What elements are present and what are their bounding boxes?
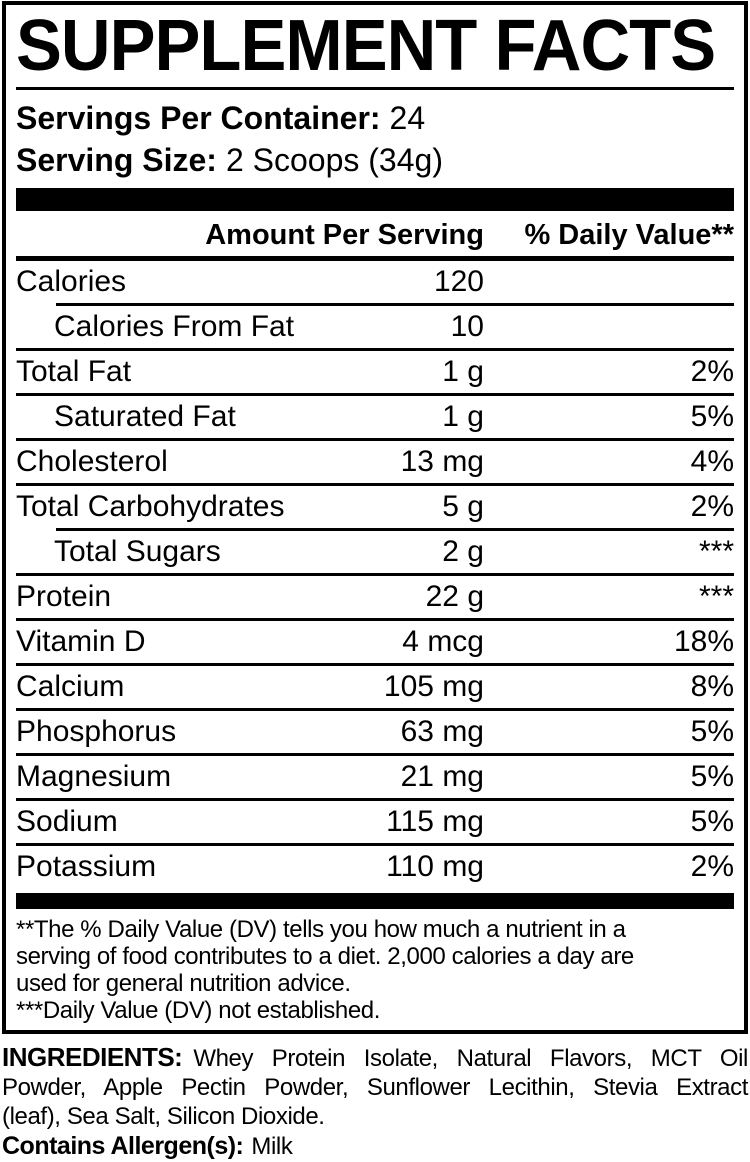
nutrient-label: Total Fat <box>16 355 132 388</box>
nutrient-dv: 5% <box>690 400 734 433</box>
table-header-row: Amount Per Serving % Daily Value** <box>16 211 734 261</box>
ingredients-text: Whey Protein Isolate, Natural Flavors, M… <box>193 1045 748 1072</box>
row-separator <box>16 438 734 441</box>
table-row: Total Fat 1 g 2% <box>16 351 734 393</box>
nutrient-label: Protein <box>16 580 112 613</box>
footnote-line: serving of food contributes to a diet. 2… <box>16 943 634 970</box>
row-separator <box>16 393 734 396</box>
table-row: Phosphorus 63 mg 5% <box>16 711 734 753</box>
table-row: Saturated Fat 1 g 5% <box>16 396 734 438</box>
table-row: Total Sugars 2 g *** <box>16 531 734 573</box>
nutrient-dv: 2% <box>690 490 734 523</box>
nutrient-label: Total Carbohydrates <box>16 490 285 523</box>
panel-title: SUPPLEMENT FACTS <box>16 6 716 86</box>
serving-size-label: Serving Size: <box>16 142 217 178</box>
nutrient-dv: 5% <box>690 760 734 793</box>
servings-per-container-label: Servings Per Container: <box>16 100 381 136</box>
allergen-statement: Contains Allergen(s): Milk <box>2 1131 748 1162</box>
table-row: Protein 22 g *** <box>16 576 734 618</box>
nutrient-label: Calories <box>16 265 127 298</box>
separator-bar-bottom <box>16 893 734 909</box>
row-separator <box>16 708 734 711</box>
nutrient-amount: 13 mg <box>400 445 484 478</box>
row-separator <box>16 348 734 351</box>
table-row: Vitamin D 4 mcg 18% <box>16 621 734 663</box>
nutrient-label: Calories From Fat <box>54 310 295 343</box>
nutrient-amount: 2 g <box>442 535 484 568</box>
row-separator <box>56 303 734 306</box>
nutrient-label: Magnesium <box>16 760 172 793</box>
nutrient-label: Saturated Fat <box>54 400 236 433</box>
nutrient-amount: 63 mg <box>400 715 484 748</box>
separator-bar-top <box>16 188 734 211</box>
serving-size: Serving Size: 2 Scoops (34g) <box>16 139 734 181</box>
servings-per-container-value: 24 <box>389 100 426 136</box>
table-row: Calcium 105 mg 8% <box>16 666 734 708</box>
nutrient-label: Calcium <box>16 670 125 703</box>
nutrient-amount: 22 g <box>425 580 484 613</box>
footnote-line: used for general nutrition advice. <box>16 970 351 997</box>
nutrient-amount: 115 mg <box>386 805 484 838</box>
nutrient-amount: 10 <box>450 310 484 343</box>
nutrient-amount: 1 g <box>442 400 484 433</box>
table-row: Cholesterol 13 mg 4% <box>16 441 734 483</box>
daily-value-header: % Daily Value** <box>524 219 734 251</box>
footnote-line: **The % Daily Value (DV) tells you how m… <box>16 916 626 943</box>
nutrient-dv: 4% <box>690 445 734 478</box>
ingredients-line: INGREDIENTS: Whey Protein Isolate, Natura… <box>2 1043 748 1073</box>
nutrient-dv: *** <box>698 535 734 568</box>
servings-per-container: Servings Per Container: 24 <box>16 97 734 139</box>
nutrient-dv: *** <box>698 580 734 613</box>
nutrient-label: Phosphorus <box>16 715 177 748</box>
nutrient-dv: 2% <box>690 355 734 388</box>
table-row: Magnesium 21 mg 5% <box>16 756 734 798</box>
nutrient-label: Sodium <box>16 805 118 838</box>
row-separator <box>16 753 734 756</box>
nutrient-amount: 1 g <box>442 355 484 388</box>
table-row: Calories From Fat 10 <box>16 306 734 348</box>
footnote-line: ***Daily Value (DV) not established. <box>16 997 381 1024</box>
nutrient-label: Vitamin D <box>16 625 146 658</box>
table-row: Potassium 110 mg 2% <box>16 846 734 888</box>
row-separator <box>16 798 734 801</box>
allergen-value: Milk <box>251 1133 293 1160</box>
nutrient-amount: 21 mg <box>400 760 484 793</box>
table-row: Calories 120 <box>16 261 734 303</box>
row-separator <box>16 663 734 666</box>
table-row: Sodium 115 mg 5% <box>16 801 734 843</box>
nutrient-amount: 105 mg <box>383 670 484 703</box>
ingredients-line: (leaf), Sea Salt, Silicon Dioxide. <box>2 1103 325 1130</box>
title-rule <box>16 87 734 90</box>
row-separator <box>16 573 734 576</box>
supplement-facts-panel: SUPPLEMENT FACTS Servings Per Container:… <box>2 1 748 1034</box>
ingredients-section: INGREDIENTS: Whey Protein Isolate, Natura… <box>2 1043 748 1162</box>
allergen-label: Contains Allergen(s): <box>2 1132 244 1160</box>
ingredients-line: Powder, Apple Pectin Powder, Sunflower L… <box>2 1074 748 1101</box>
daily-value-footnote: **The % Daily Value (DV) tells you how m… <box>16 916 734 1024</box>
nutrient-label: Total Sugars <box>54 535 221 568</box>
nutrient-dv: 5% <box>690 805 734 838</box>
nutrient-rows: Calories 120 Calories From Fat 10 Total … <box>16 261 734 888</box>
row-separator <box>56 528 734 531</box>
nutrient-amount: 120 <box>433 265 484 298</box>
nutrient-dv: 2% <box>690 850 734 883</box>
nutrient-dv: 8% <box>690 670 734 703</box>
nutrient-label: Potassium <box>16 850 157 883</box>
row-separator <box>16 843 734 846</box>
serving-size-value: 2 Scoops (34g) <box>225 142 443 178</box>
nutrient-label: Cholesterol <box>16 445 168 478</box>
ingredients-label: INGREDIENTS: <box>2 1042 183 1072</box>
nutrient-amount: 5 g <box>442 490 484 523</box>
table-row: Total Carbohydrates 5 g 2% <box>16 486 734 528</box>
row-separator <box>16 618 734 621</box>
nutrient-amount: 4 mcg <box>402 625 484 658</box>
nutrient-dv: 18% <box>673 625 734 658</box>
amount-per-serving-header: Amount Per Serving <box>205 219 484 251</box>
row-separator <box>16 483 734 486</box>
nutrient-amount: 110 mg <box>386 850 484 883</box>
nutrient-dv: 5% <box>690 715 734 748</box>
